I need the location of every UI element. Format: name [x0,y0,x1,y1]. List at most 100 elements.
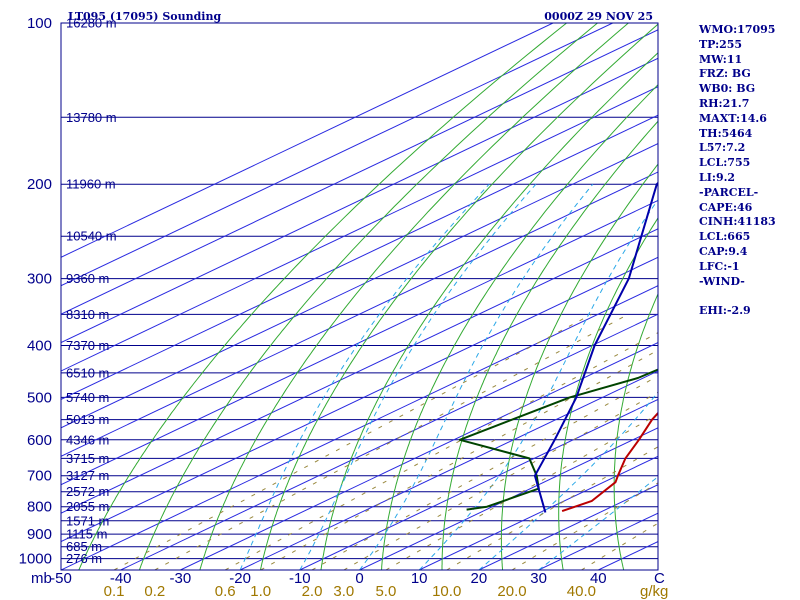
moist-adiabat-line [359,183,594,570]
temperature-tick-label: 0 [355,570,363,587]
mixing-ratio-tick-label: 20.0 [497,583,526,600]
dry-adiabat-line [78,23,567,570]
sounding-index-item: TP:255 [699,37,743,51]
mixing-ratio-unit-label: g/kg [640,583,668,600]
height-level-label: 1115 m [66,527,107,542]
pressure-tick-label: 600 [27,432,52,449]
isotherm-line [61,199,658,486]
plot-frame [60,22,659,571]
mixing-ratio-tick-label: 3.0 [333,583,354,600]
sounding-index-item: LI:9.2 [699,170,736,184]
sounding-index-item: MAXT:14.6 [699,111,767,125]
height-level-label: 2055 m [66,499,109,514]
temperature-tick-label: 30 [530,570,547,587]
mixing-ratio-tick-label: 1.0 [250,583,271,600]
height-level-label: 7370 m [66,338,109,353]
height-level-label: 4346 m [66,432,109,447]
sounding-index-item: LCL:665 [699,230,751,244]
height-level-label: 1571 m [66,513,109,528]
height-level-label: 3127 m [66,468,109,483]
sounding-index-item: WMO:17095 [699,23,776,36]
sounding-index-item: WB0: BG [699,82,756,96]
mixing-ratio-tick-label: 40.0 [567,583,596,600]
isotherm-line [120,313,658,570]
moist-adiabat-line [418,198,658,570]
dry-adiabat-line [259,23,658,570]
temperature-trace [561,411,658,513]
mixing-ratio-line [154,313,629,570]
isotherm-line [61,86,658,372]
sounding-index-item: TH:5464 [699,126,753,140]
isotherm-line [61,256,658,543]
temperature-unit-label: C [654,570,665,587]
isotherm-line [61,23,554,258]
height-level-label: 13780 m [66,110,117,125]
isotherm-line [61,23,613,287]
mixing-ratio-line [311,375,658,570]
mixing-ratio-tick-label: 2.0 [302,583,323,600]
height-level-label: 8310 m [66,307,109,322]
moist-adiabat-line [538,476,658,570]
temperature-tick-label: -40 [110,570,132,587]
dry-adiabat-line [500,163,658,570]
sounding-index-spacer [699,289,799,304]
mixing-ratio-tick-label: 10.0 [432,583,461,600]
pressure-tick-label: 300 [27,271,52,288]
temperature-tick-label: -10 [289,570,311,587]
height-level-label: 2572 m [66,484,109,499]
station-title: LT095 (17095) Sounding [68,10,221,23]
mixing-ratio-line [113,313,592,570]
height-level-label: 685 m [66,539,102,554]
pressure-tick-label: 700 [27,468,52,485]
height-level-label: 9360 m [66,271,109,286]
dry-adiabat-line [199,23,629,570]
height-level-label: 11960 m [66,177,116,192]
sounding-time: 0000Z 29 NOV 25 [544,10,653,23]
moist-adiabat-line [239,183,490,570]
isotherm-line [359,427,658,570]
height-level-label: 6510 m [66,365,109,380]
sounding-index-item: CAPE:46 [699,200,753,214]
pressure-tick-label: 800 [27,499,52,516]
pressure-tick-label: 900 [27,526,52,543]
isotherm-line [61,171,658,457]
sounding-index-item: LCL:755 [699,156,751,170]
pressure-tick-label: 500 [27,389,52,406]
dry-adiabat-line [613,292,658,570]
isotherm-line [61,143,658,429]
height-level-label: 5740 m [66,390,109,405]
temperature-tick-label: 10 [411,570,428,587]
sounding-index-item: CAP:9.4 [699,244,748,258]
sounding-index-item: MW:11 [699,52,743,66]
mixing-ratio-line [260,349,658,570]
isotherm-line [61,57,658,344]
height-level-label: 5013 m [66,412,109,427]
sounding-index-item: L57:7.2 [699,141,746,155]
pressure-tick-label: 200 [27,176,52,193]
sounding-index-item: LFC:-1 [699,259,740,273]
isotherm-line [299,398,658,570]
mixing-ratio-tick-label: 0.1 [104,583,125,600]
dry-adiabat-line [558,216,658,570]
mixing-ratio-line [224,332,658,570]
height-level-label: 10540 m [66,229,117,244]
sounding-index-item: CINH:41183 [699,215,776,229]
temperature-tick-label: 20 [471,570,488,587]
dry-adiabat-line [441,120,658,570]
isotherm-line [418,455,658,570]
pressure-tick-label: 1000 [19,551,52,568]
sounding-index-item: -WIND- [699,274,745,288]
sounding-index-item: FRZ: BG [699,67,751,81]
chart-grid [61,23,658,570]
height-level-label: 276 m [66,551,102,566]
sounding-index-item: EHI:-2.9 [699,304,751,318]
dry-adiabat-line [138,23,598,570]
isotherm-line [61,228,658,514]
isotherm-line [61,29,658,315]
pressure-tick-label: 400 [27,338,52,355]
height-level-label: 16280 m [66,16,117,31]
sounding-index-item: -PARCEL- [699,185,759,199]
chart-traces [458,181,658,513]
